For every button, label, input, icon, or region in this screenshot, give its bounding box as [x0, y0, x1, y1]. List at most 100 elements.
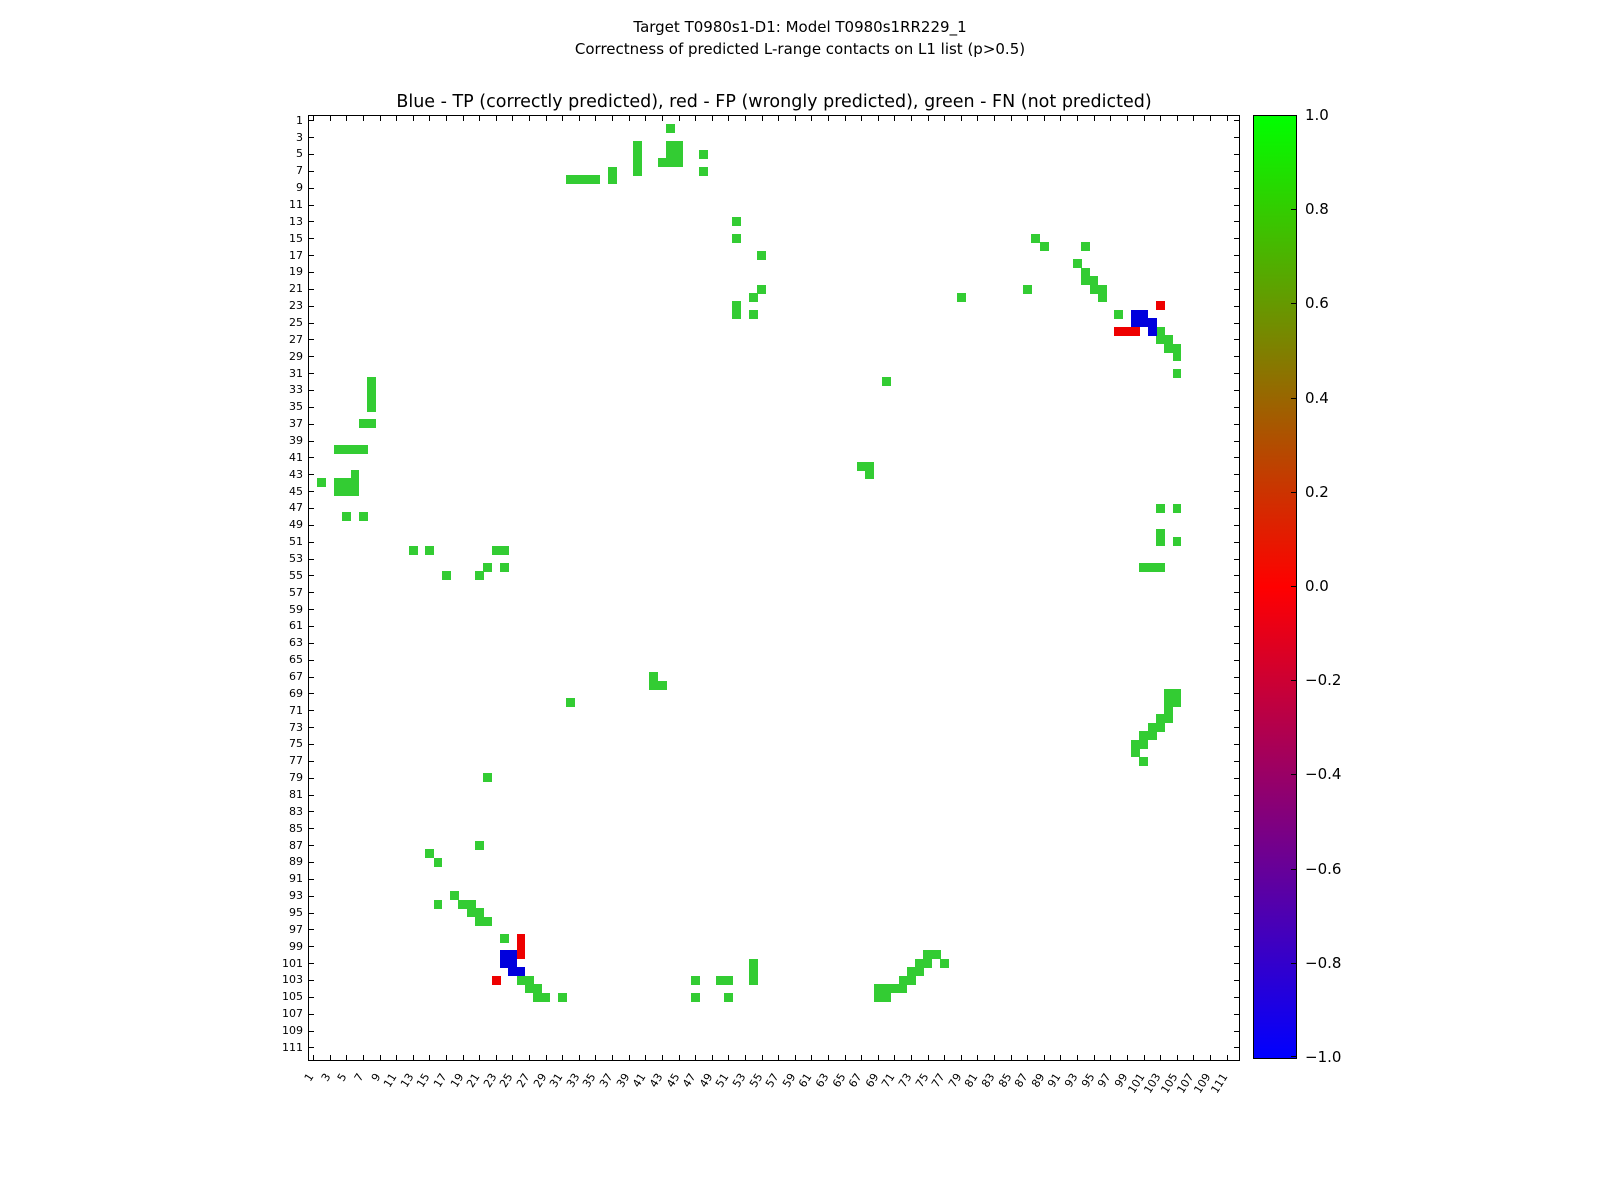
x-tickmark-top — [479, 116, 481, 121]
x-tickmark-top — [960, 116, 962, 121]
y-tickmark-left — [309, 676, 314, 678]
contact-cell-fn — [1164, 343, 1174, 353]
x-tickmark-bottom — [778, 1055, 780, 1060]
x-tickmark-top — [744, 116, 746, 121]
contact-cell-fn — [574, 175, 584, 185]
x-tickmark-top — [346, 116, 348, 121]
contact-cell-fn — [350, 444, 360, 454]
y-tick-label: 87 — [289, 838, 303, 852]
x-tickmark-top — [778, 116, 780, 121]
contact-cell-fn — [475, 908, 484, 918]
x-tickmark-bottom — [695, 1055, 697, 1060]
contact-cell-fn — [1097, 284, 1107, 294]
x-tickmark-top — [695, 116, 697, 121]
x-tickmark-top — [313, 116, 315, 121]
y-tickmark-right — [1234, 1013, 1239, 1015]
contact-cell-fn — [1172, 697, 1182, 707]
y-tickmark-left — [309, 1047, 314, 1049]
y-tickmark-right — [1234, 811, 1239, 813]
x-tickmark-bottom — [628, 1055, 630, 1060]
contact-cell-fn — [524, 984, 534, 994]
y-tickmark-left — [309, 339, 314, 341]
y-tickmark-left — [309, 777, 314, 779]
x-tickmark-top — [562, 116, 564, 121]
x-tickmark-top — [927, 116, 929, 121]
y-tickmark-left — [309, 794, 314, 796]
y-tickmark-left — [309, 238, 314, 240]
x-tickmark-bottom — [429, 1055, 431, 1060]
y-tick-label: 23 — [289, 299, 303, 313]
x-tickmark-bottom — [877, 1055, 879, 1060]
contact-cell-fn — [1172, 368, 1182, 378]
contact-cell-fn — [881, 377, 891, 387]
contact-cell-fn — [923, 950, 933, 960]
contact-cell-fn — [483, 773, 493, 783]
contact-cell-fn — [873, 992, 883, 1002]
x-tickmark-top — [396, 116, 398, 121]
contact-cell-fn — [350, 486, 360, 496]
contact-cell-fn — [367, 377, 377, 387]
contact-cell-fn — [1155, 714, 1165, 724]
contact-cell-fn — [732, 301, 742, 311]
contact-cell-fn — [541, 992, 551, 1002]
contact-cell-tp — [508, 950, 518, 960]
x-tickmark-top — [944, 116, 946, 121]
x-tickmark-bottom — [794, 1055, 796, 1060]
x-tickmark-top — [994, 116, 996, 121]
x-tickmark-top — [1226, 116, 1228, 121]
contact-cell-fn — [607, 166, 617, 176]
x-tickmark-bottom — [578, 1055, 580, 1060]
y-tick-label: 107 — [282, 1007, 303, 1021]
contact-cell-fn — [690, 975, 700, 985]
x-tickmark-top — [1143, 116, 1145, 121]
axes-title: Blue - TP (correctly predicted), red - F… — [396, 92, 1152, 112]
contact-cell-fn — [666, 124, 675, 134]
y-tick-label: 91 — [289, 872, 303, 886]
x-tickmark-bottom — [728, 1055, 730, 1060]
y-tickmark-left — [309, 271, 314, 273]
contact-cell-fn — [1155, 326, 1165, 336]
contact-cell-fn — [499, 545, 509, 555]
contact-cell-fn — [666, 158, 675, 168]
x-tickmark-bottom — [1110, 1055, 1112, 1060]
contact-cell-fn — [749, 958, 758, 968]
x-tickmark-top — [1060, 116, 1062, 121]
y-tickmark-left — [309, 811, 314, 813]
y-tickmark-right — [1234, 895, 1239, 897]
x-tickmark-top — [794, 116, 796, 121]
contact-cell-fn — [890, 984, 900, 994]
contact-cell-fn — [881, 984, 891, 994]
y-tickmark-right — [1234, 524, 1239, 526]
y-tickmark-right — [1234, 238, 1239, 240]
colorbar-tickmark — [1291, 397, 1296, 399]
y-tick-label: 49 — [289, 518, 303, 532]
contact-cell-fn — [898, 984, 908, 994]
x-tickmark-bottom — [994, 1055, 996, 1060]
contact-cell-fn — [358, 444, 368, 454]
figure-suptitle-line1: Target T0980s1-D1: Model T0980s1RR229_1 — [633, 18, 967, 36]
contact-cell-fn — [915, 958, 925, 968]
y-tickmark-right — [1234, 609, 1239, 611]
y-tick-label: 103 — [282, 973, 303, 987]
y-tickmark-right — [1234, 170, 1239, 172]
contact-cell-fn — [433, 857, 443, 867]
y-tickmark-right — [1234, 153, 1239, 155]
colorbar-tickmark — [1291, 491, 1296, 493]
contact-cell-fn — [666, 141, 675, 151]
contact-cell-fn — [906, 975, 916, 985]
contact-cell-fn — [450, 891, 460, 901]
contact-cell-fn — [475, 916, 484, 926]
x-tickmark-top — [578, 116, 580, 121]
colorbar-tickmark — [1291, 774, 1296, 776]
contact-cell-fn — [749, 967, 758, 977]
y-tickmark-left — [309, 861, 314, 863]
y-tickmark-left — [309, 760, 314, 762]
y-tick-label: 89 — [289, 855, 303, 869]
contact-cell-fn — [425, 545, 435, 555]
y-tickmark-right — [1234, 963, 1239, 965]
contact-cell-fn — [499, 933, 509, 943]
y-tickmark-right — [1234, 727, 1239, 729]
contact-cell-fn — [350, 478, 360, 488]
colorbar-tick-label: 0.8 — [1305, 200, 1329, 219]
y-tickmark-right — [1234, 912, 1239, 914]
